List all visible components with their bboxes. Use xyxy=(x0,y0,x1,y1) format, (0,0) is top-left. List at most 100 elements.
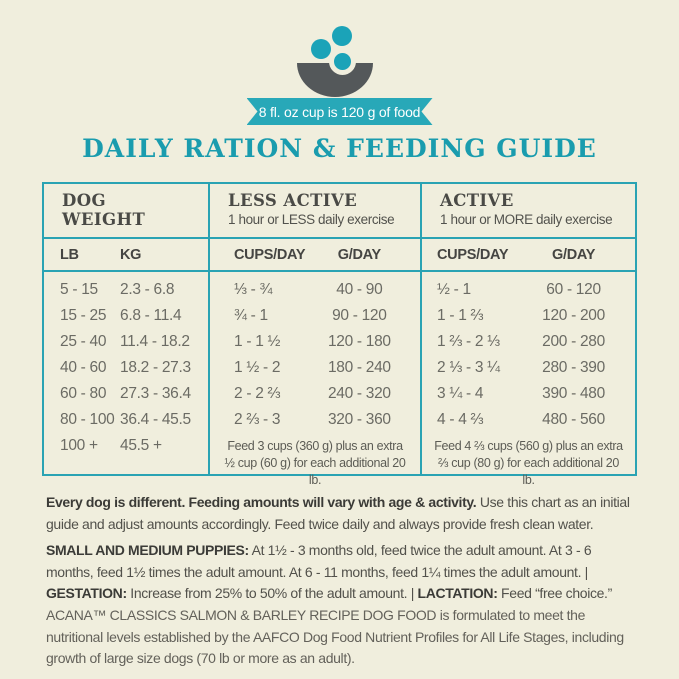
puppies-gestation-lactation-note: SMALL AND MEDIUM PUPPIES: At 1½ - 3 mont… xyxy=(46,540,635,605)
dog-weight-column: DOG WEIGHT LB KG 5 - 15 2.3 - 6.8 15 - 25… xyxy=(44,184,208,474)
table-row: 15 - 25 6.8 - 11.4 xyxy=(44,303,208,329)
table-row: 1 - 1 ⅔ 120 - 200 xyxy=(422,303,635,329)
feeding-note-rest: Use this chart as an initial guide and a… xyxy=(46,494,630,532)
kibble-dot-icon xyxy=(329,48,356,75)
table-row: 2 - 2 ⅔ 240 - 320 xyxy=(210,381,420,407)
kg-value: 45.5 + xyxy=(120,437,162,454)
active-header-cell: ACTIVE 1 hour or MORE daily exercise xyxy=(422,184,635,239)
grams-value: 90 - 120 xyxy=(332,307,387,324)
cups-value: 4 - 4 ⅔ xyxy=(437,411,484,428)
active-column: ACTIVE 1 hour or MORE daily exercise CUP… xyxy=(420,184,635,487)
cup-measure-ribbon: 8 fl. oz cup is 120 g of food xyxy=(247,98,433,125)
less-active-subheader: CUPS/DAY G/DAY xyxy=(210,239,420,272)
grams-value: 180 - 240 xyxy=(327,359,391,376)
dog-weight-header-cell: DOG WEIGHT xyxy=(44,184,208,239)
kg-value: 11.4 - 18.2 xyxy=(120,333,190,350)
cups-value: 2 ⅓ - 3 ¼ xyxy=(437,359,500,376)
feeding-note-lead: Every dog is different. Feeding amounts … xyxy=(46,494,477,510)
cups-value: 1 ⅔ - 2 ⅓ xyxy=(437,333,500,350)
general-feeding-note: Every dog is different. Feeding amounts … xyxy=(46,492,635,535)
less-active-header-cell: LESS ACTIVE 1 hour or LESS daily exercis… xyxy=(210,184,420,239)
cups-per-day-header: CUPS/DAY xyxy=(437,246,509,263)
table-row: 2 ⅔ - 3 320 - 360 xyxy=(210,407,420,433)
table-row: ½ - 1 60 - 120 xyxy=(422,277,635,303)
table-row: 5 - 15 2.3 - 6.8 xyxy=(44,277,208,303)
cups-value: 2 ⅔ - 3 xyxy=(234,411,281,428)
cups-value: 2 - 2 ⅔ xyxy=(234,385,281,402)
kibble-dot-icon xyxy=(332,26,352,46)
table-row: 2 ⅓ - 3 ¼ 280 - 390 xyxy=(422,355,635,381)
table-row: 4 - 4 ⅔ 480 - 560 xyxy=(422,407,635,433)
cups-value: 1 ½ - 2 xyxy=(234,359,281,376)
lb-value: 15 - 25 xyxy=(60,307,107,324)
grams-value: 280 - 390 xyxy=(542,359,605,376)
grams-per-day-header: G/DAY xyxy=(552,246,596,263)
active-body: ½ - 1 60 - 120 1 - 1 ⅔ 120 - 200 1 ⅔ - 2 ⅓… xyxy=(422,272,635,489)
cups-value: ¾ - 1 xyxy=(234,307,268,324)
grams-per-day-header: G/DAY xyxy=(337,246,381,263)
lb-value: 40 - 60 xyxy=(60,359,107,376)
less-active-extra-note: Feed 3 cups (360 g) plus an extra ½ cup … xyxy=(224,439,406,487)
lb-value: 5 - 15 xyxy=(60,281,98,298)
kg-column-header: KG xyxy=(120,246,142,263)
dog-weight-subheader: LB KG xyxy=(44,239,208,272)
table-row: 1 ⅔ - 2 ⅓ 200 - 280 xyxy=(422,329,635,355)
puppies-text: At 1½ - 3 months old, feed twice the adu… xyxy=(46,542,592,580)
less-active-column: LESS ACTIVE 1 hour or LESS daily exercis… xyxy=(208,184,420,487)
grams-value: 200 - 280 xyxy=(542,333,605,350)
kg-value: 18.2 - 27.3 xyxy=(120,359,191,376)
cups-value: ⅓ - ¾ xyxy=(234,281,273,298)
table-row: 25 - 40 11.4 - 18.2 xyxy=(44,329,208,355)
lb-value: 25 - 40 xyxy=(60,333,107,350)
column-header: ACTIVE xyxy=(440,191,514,210)
dog-weight-body: 5 - 15 2.3 - 6.8 15 - 25 6.8 - 11.4 25 - 4… xyxy=(44,272,208,459)
table-row: ¾ - 1 90 - 120 xyxy=(210,303,420,329)
food-bowl-icon xyxy=(279,24,401,102)
kg-value: 36.4 - 45.5 xyxy=(120,411,191,428)
active-extra-note: Feed 4 ⅔ cups (560 g) plus an extra ⅔ cu… xyxy=(434,439,623,487)
cups-value: ½ - 1 xyxy=(437,281,471,298)
table-row: 1 ½ - 2 180 - 240 xyxy=(210,355,420,381)
grams-value: 120 - 200 xyxy=(542,307,605,324)
grams-value: 60 - 120 xyxy=(546,281,601,298)
column-subtitle: 1 hour or LESS daily exercise xyxy=(228,212,395,227)
grams-value: 320 - 360 xyxy=(327,411,391,428)
puppies-label: SMALL AND MEDIUM PUPPIES: xyxy=(46,542,249,558)
cups-value: 1 - 1 ⅔ xyxy=(437,307,484,324)
kg-value: 2.3 - 6.8 xyxy=(120,281,175,298)
grams-value: 390 - 480 xyxy=(542,385,605,402)
kibble-dot-icon xyxy=(311,39,331,59)
grams-value: 240 - 320 xyxy=(327,385,391,402)
feeding-table: DOG WEIGHT LB KG 5 - 15 2.3 - 6.8 15 - 25… xyxy=(42,182,637,487)
less-active-body: ⅓ - ¾ 40 - 90 ¾ - 1 90 - 120 1 - 1 ½ 120 - … xyxy=(210,272,420,489)
column-subtitle: 1 hour or MORE daily exercise xyxy=(440,212,613,227)
active-subheader: CUPS/DAY G/DAY xyxy=(422,239,635,272)
grams-value: 120 - 180 xyxy=(327,333,391,350)
lactation-text: Feed “free choice.” xyxy=(497,585,612,601)
cup-measure-text: 8 fl. oz cup is 120 g of food xyxy=(258,103,421,120)
kg-value: 27.3 - 36.4 xyxy=(120,385,191,402)
lactation-label: LACTATION: xyxy=(417,585,498,601)
cups-per-day-header: CUPS/DAY xyxy=(234,246,306,263)
column-header: LESS ACTIVE xyxy=(228,191,358,210)
table-row: 100 + 45.5 + xyxy=(44,433,208,459)
gestation-label: GESTATION: xyxy=(46,585,127,601)
kg-value: 6.8 - 11.4 xyxy=(120,307,182,324)
lb-value: 60 - 80 xyxy=(60,385,107,402)
table-row: 1 - 1 ½ 120 - 180 xyxy=(210,329,420,355)
table-row: ⅓ - ¾ 40 - 90 xyxy=(210,277,420,303)
lb-column-header: LB xyxy=(60,246,79,263)
aafco-statement: ACANA™ CLASSICS SALMON & BARLEY RECIPE D… xyxy=(46,607,624,666)
column-header: DOG WEIGHT xyxy=(62,191,146,229)
cups-value: 1 - 1 ½ xyxy=(234,333,281,350)
lb-value: 100 + xyxy=(60,437,98,454)
grams-value: 40 - 90 xyxy=(336,281,383,298)
table-row: 40 - 60 18.2 - 27.3 xyxy=(44,355,208,381)
gestation-text: Increase from 25% to 50% of the adult am… xyxy=(126,585,418,601)
cups-value: 3 ¼ - 4 xyxy=(437,385,484,402)
table-row: 80 - 100 36.4 - 45.5 xyxy=(44,407,208,433)
grams-value: 480 - 560 xyxy=(542,411,605,428)
lb-value: 80 - 100 xyxy=(60,411,115,428)
page-title: DAILY RATION & FEEDING GUIDE xyxy=(82,134,597,163)
